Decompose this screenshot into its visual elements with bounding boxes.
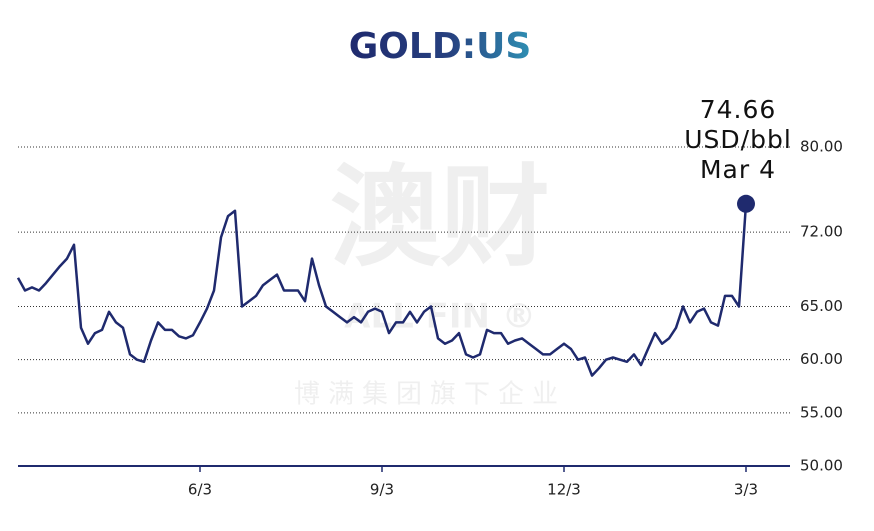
value-label: 74.66	[700, 95, 777, 124]
line	[16, 203, 748, 377]
end-point	[737, 194, 755, 213]
y-tick-label: 55.00	[800, 403, 843, 421]
y-tick-label: 60.00	[800, 350, 843, 368]
x-tick-label: 3/3	[734, 481, 758, 499]
x-tick-label: 6/3	[188, 481, 212, 499]
watermark: ALL FIN ®	[344, 297, 536, 337]
annotation-unit: USD/bbl	[684, 125, 792, 154]
y-tick-label: 50.00	[800, 457, 843, 475]
chart-title: GOLD:US	[349, 26, 532, 67]
watermark: 澳财	[330, 153, 550, 281]
y-tick-label: 80.00	[800, 138, 843, 156]
y-tick-label: 72.00	[800, 223, 843, 241]
x-tick-label: 12/3	[547, 481, 581, 499]
x-tick-label: 9/3	[370, 481, 394, 499]
annotation-date: Mar 4	[700, 155, 776, 184]
y-tick-label: 65.00	[800, 297, 843, 315]
watermark: 博满集团旗下企业	[294, 380, 566, 410]
